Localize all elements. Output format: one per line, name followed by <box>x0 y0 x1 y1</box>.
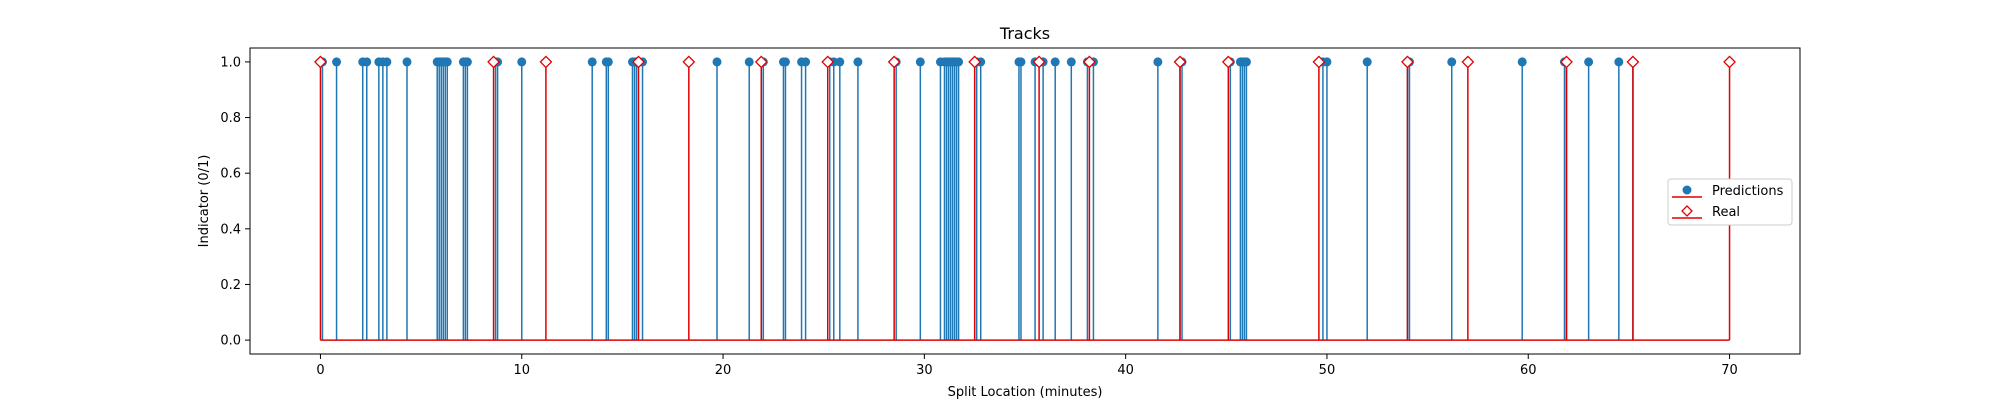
x-tick-label: 70 <box>1721 363 1738 378</box>
y-tick-label: 0.4 <box>220 222 241 237</box>
prediction-marker <box>780 57 790 67</box>
y-tick-label: 0.8 <box>220 111 241 126</box>
prediction-marker <box>1153 57 1163 67</box>
real-marker <box>1723 55 1736 69</box>
prediction-marker <box>1362 57 1372 67</box>
x-axis-label: Split Location (minutes) <box>948 385 1103 400</box>
prediction-marker <box>402 57 412 67</box>
real-marker <box>1461 55 1475 69</box>
real-marker <box>1221 55 1235 69</box>
y-axis-label: Indicator (0/1) <box>197 155 212 248</box>
prediction-marker <box>332 57 342 67</box>
axes-frame <box>249 47 1801 355</box>
real-marker <box>821 55 835 69</box>
prediction-marker <box>915 57 925 67</box>
legend-box <box>1667 178 1793 226</box>
real-marker <box>1032 55 1046 69</box>
legend-real-label: Real <box>1712 205 1740 220</box>
real-marker <box>968 55 982 69</box>
x-tick-label: 10 <box>513 363 530 378</box>
x-tick-label: 50 <box>1319 363 1336 378</box>
y-tick-label: 0.2 <box>220 278 241 293</box>
prediction-marker <box>1066 57 1076 67</box>
real-marker <box>1560 55 1573 69</box>
prediction-marker <box>712 57 722 67</box>
real-marker <box>539 55 553 69</box>
real-marker <box>1312 55 1326 69</box>
real-marker <box>1401 55 1414 69</box>
prediction-marker <box>835 57 845 67</box>
real-marker <box>682 55 696 69</box>
real-marker <box>887 55 901 69</box>
y-tick-label: 0.0 <box>220 334 241 349</box>
prediction-marker <box>442 57 452 67</box>
x-tick-label: 40 <box>1117 363 1134 378</box>
prediction-marker <box>744 57 754 67</box>
prediction-marker <box>853 57 863 67</box>
prediction-marker <box>1016 57 1026 67</box>
prediction-marker <box>1584 57 1594 67</box>
legend-real-marker <box>1681 205 1693 217</box>
x-tick-label: 0 <box>316 363 324 378</box>
prediction-marker <box>1447 57 1457 67</box>
y-axis: 0.0 0.2 0.4 0.6 0.8 1.0 <box>220 55 250 349</box>
prediction-marker <box>382 57 392 67</box>
real-marker <box>487 55 500 69</box>
legend-predictions-marker <box>1682 185 1692 195</box>
prediction-marker <box>801 57 811 67</box>
legend-predictions-label: Predictions <box>1712 184 1784 199</box>
prediction-marker <box>1050 57 1060 67</box>
real-marker <box>1082 55 1096 69</box>
x-tick-label: 20 <box>715 363 732 378</box>
prediction-marker <box>1322 57 1332 67</box>
prediction-marker <box>462 57 472 67</box>
prediction-marker <box>517 57 527 67</box>
plot-area <box>314 55 1736 341</box>
prediction-marker <box>603 57 613 67</box>
real-marker <box>1173 55 1187 69</box>
prediction-marker <box>1614 57 1624 67</box>
prediction-marker <box>954 57 964 67</box>
x-tick-label: 30 <box>916 363 933 378</box>
x-tick-label: 60 <box>1520 363 1537 378</box>
prediction-marker <box>587 57 597 67</box>
y-tick-label: 0.6 <box>220 167 241 182</box>
real-marker <box>1626 55 1640 69</box>
real-marker <box>632 55 645 69</box>
prediction-marker <box>1517 57 1527 67</box>
legend: Predictions Real <box>1667 178 1793 226</box>
y-tick-label: 1.0 <box>220 55 241 70</box>
chart-title: Tracks <box>999 24 1050 43</box>
prediction-marker <box>1241 57 1251 67</box>
x-axis: 0 10 20 30 40 50 60 70 <box>316 354 1738 378</box>
real-marker <box>314 55 327 69</box>
prediction-marker <box>362 57 372 67</box>
real-marker <box>754 55 768 69</box>
